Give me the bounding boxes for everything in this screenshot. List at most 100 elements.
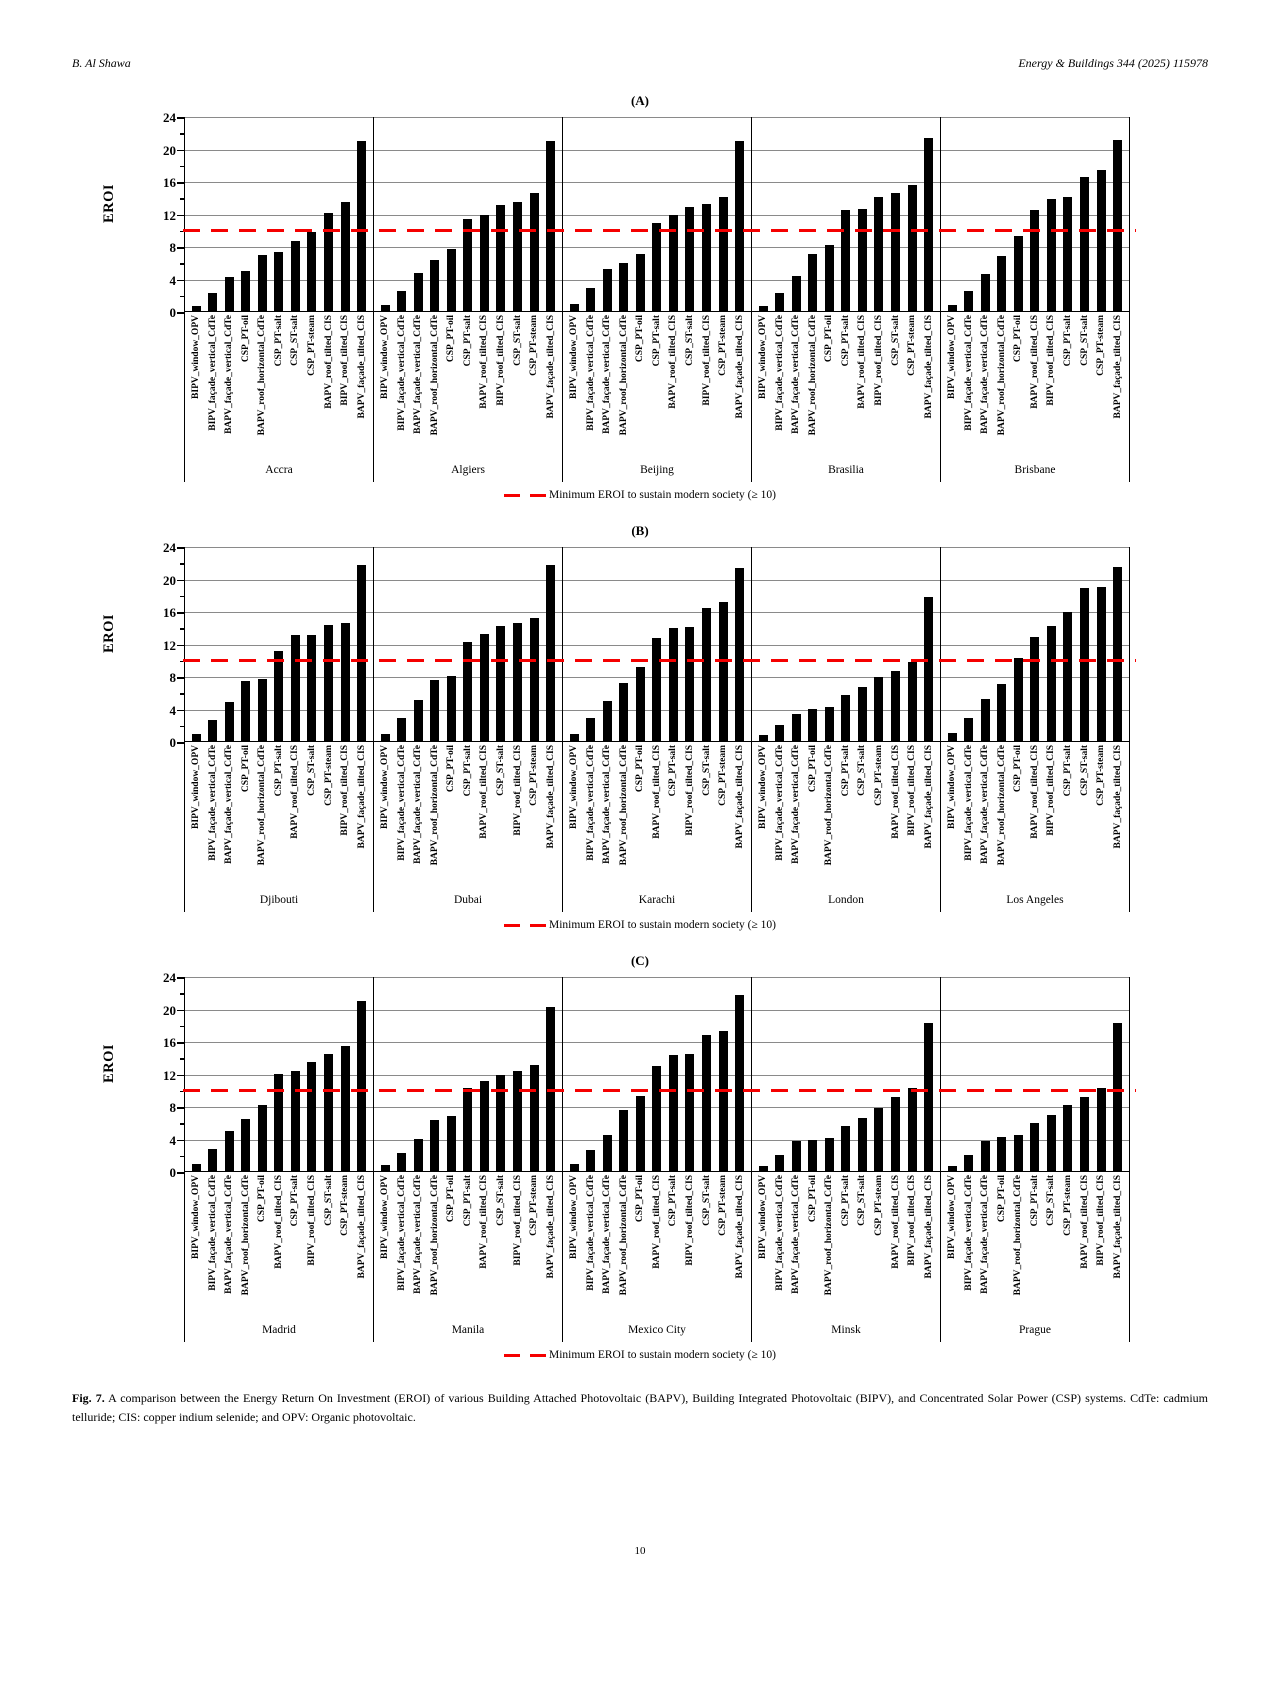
- x-label-text: CSP_PT-salt: [668, 1175, 679, 1227]
- bar: [791, 713, 801, 742]
- y-major-tick: [177, 117, 184, 119]
- y-tick-label: 0: [169, 735, 177, 750]
- x-label: CSP_PT-oil: [635, 742, 645, 892]
- x-label-text: BIPV_window_OPV: [191, 315, 202, 399]
- x-label-text: BAPV_roof_tilted_CIS: [479, 1175, 490, 1269]
- x-label: BAPV_façade_vertical_CdTe: [791, 1172, 801, 1322]
- bar: [569, 303, 579, 312]
- city-group: BIPV_window_OPV BIPV_façade_vertical_CdTe…: [752, 117, 941, 482]
- x-label-text: BAPV_roof_horizontal_CdTe: [429, 1175, 440, 1296]
- bar: [1013, 236, 1023, 312]
- x-label-text: CSP_ST-salt: [512, 315, 523, 366]
- bar: [841, 210, 851, 312]
- y-major-tick: [177, 1009, 184, 1011]
- gridline: [185, 117, 1130, 118]
- gridline: [185, 547, 1130, 548]
- city-label: Brasilia: [828, 464, 864, 476]
- x-label: BIPV_façade_vertical_CdTe: [396, 742, 407, 892]
- x-label-text: CSP_PT-oil: [824, 315, 835, 363]
- figure-caption-label: Fig. 7.: [72, 1391, 105, 1405]
- x-label-text: CSP_PT-salt: [651, 315, 662, 367]
- x-label-text: BAPV_roof_tilted_CIS: [273, 1175, 284, 1269]
- panel-title: (B): [631, 523, 649, 538]
- x-label: CSP_PT-steam: [529, 742, 539, 892]
- x-label: BAPV_roof_horizontal_CdTe: [997, 742, 1007, 892]
- x-label-text: CSP_PT-steam: [873, 1175, 884, 1236]
- bar: [735, 568, 745, 742]
- x-label: BIPV_roof_tilted_CIS: [1096, 1172, 1106, 1322]
- bar: [791, 1141, 801, 1172]
- y-minor-tick: [180, 725, 184, 728]
- bar: [685, 207, 695, 312]
- y-tick-label: 12: [163, 207, 176, 223]
- x-label-text: BAPV_façade_vertical_CdTe: [224, 1175, 235, 1294]
- y-tick-label: 8: [169, 670, 177, 685]
- bar: [479, 1081, 489, 1172]
- x-label: BAPV_roof_horizontal_CdTe: [824, 742, 834, 892]
- x-label-text: CSP_PT-salt: [668, 745, 679, 797]
- x-label: BIPV_façade_vertical_CdTe: [208, 742, 218, 892]
- x-label-text: BIPV_window_OPV: [191, 745, 202, 829]
- bars-row: [941, 977, 1129, 1172]
- bar: [241, 270, 251, 312]
- x-label-text: BAPV_roof_tilted_CIS: [1029, 315, 1040, 409]
- x-label-text: BIPV_façade_vertical_CdTe: [396, 745, 407, 861]
- x-label: BIPV_roof_tilted_CIS: [513, 742, 523, 892]
- y-major-tick: [177, 312, 184, 314]
- city-group: BIPV_window_OPV BIPV_façade_vertical_CdTe…: [752, 547, 941, 912]
- x-label: CSP_PT-steam: [1096, 312, 1106, 462]
- x-label: CSP_ST-salt: [512, 312, 523, 462]
- panel-title: (C): [630, 953, 650, 968]
- x-label: BAPV_roof_tilted_CIS: [290, 742, 300, 892]
- y-minor-tick: [180, 133, 184, 135]
- x-label-text: CSP_PT-salt: [840, 315, 851, 367]
- x-label: CSP_PT-steam: [529, 312, 539, 462]
- legend-label: Minimum EROI to sustain modern society (…: [548, 489, 777, 501]
- x-label: BIPV_façade_vertical_CdTe: [208, 1172, 218, 1322]
- x-label: CSP_PT-steam: [1096, 742, 1106, 892]
- bar: [413, 1138, 423, 1172]
- x-label: CSP_ST-salt: [1080, 742, 1090, 892]
- x-label-text: BAPV_façade_tilted_CIS: [356, 745, 367, 849]
- x-label-text: BAPV_façade_tilted_CIS: [923, 315, 934, 419]
- bar: [619, 263, 629, 312]
- city-label: Brisbane: [1014, 464, 1056, 476]
- bar: [668, 628, 678, 742]
- x-label-text: BAPV_façade_tilted_CIS: [923, 745, 934, 849]
- bar: [891, 1097, 901, 1172]
- x-label-text: BAPV_roof_horizontal_CdTe: [429, 745, 440, 866]
- figure-caption-text: A comparison between the Energy Return O…: [72, 1391, 1209, 1424]
- x-label: CSP_PT-salt: [1030, 1172, 1040, 1322]
- x-label-text: BAPV_façade_vertical_CdTe: [980, 745, 991, 864]
- bar: [964, 718, 974, 742]
- y-minor-tick: [180, 263, 184, 265]
- x-label: BAPV_façade_tilted_CIS: [1113, 1172, 1123, 1322]
- x-label-text: BIPV_façade_vertical_CdTe: [774, 1175, 785, 1291]
- x-label: BAPV_façade_vertical_CdTe: [980, 742, 991, 892]
- x-label: BAPV_façade_vertical_CdTe: [791, 742, 801, 892]
- x-label-text: CSP_ST-salt: [495, 1175, 506, 1226]
- y-tick-label: 16: [163, 1035, 176, 1050]
- x-labels-row: BIPV_window_OPV BIPV_façade_vertical_CdTe…: [941, 312, 1129, 462]
- bar: [1063, 1104, 1073, 1172]
- x-label: CSP_PT-salt: [841, 742, 851, 892]
- bar: [718, 197, 728, 312]
- x-label: BAPV_façade_vertical_CdTe: [980, 312, 990, 462]
- bar: [997, 684, 1007, 742]
- y-tick-label: 24: [163, 540, 176, 555]
- x-label: BAPV_façade_vertical_CdTe: [602, 312, 612, 462]
- city-group: BIPV_window_OPV BIPV_façade_vertical_CdTe…: [185, 547, 374, 912]
- x-label: BIPV_roof_tilted_CIS: [874, 312, 884, 462]
- bar: [224, 277, 234, 312]
- x-label-text: BIPV_façade_vertical_CdTe: [774, 745, 785, 861]
- bar: [924, 596, 934, 742]
- red-dashed-line-sample: [503, 923, 546, 927]
- city-group: BIPV_window_OPV BIPV_façade_vertical_CdTe…: [752, 977, 941, 1342]
- x-label: BAPV_roof_tilted_CIS: [668, 312, 678, 462]
- bar: [685, 627, 695, 742]
- x-label: CSP_PT-salt: [651, 312, 662, 462]
- x-label: BIPV_window_OPV: [380, 742, 390, 892]
- city-label: Karachi: [638, 894, 676, 906]
- y-tick-label: 24: [163, 970, 176, 985]
- bar: [257, 1105, 267, 1172]
